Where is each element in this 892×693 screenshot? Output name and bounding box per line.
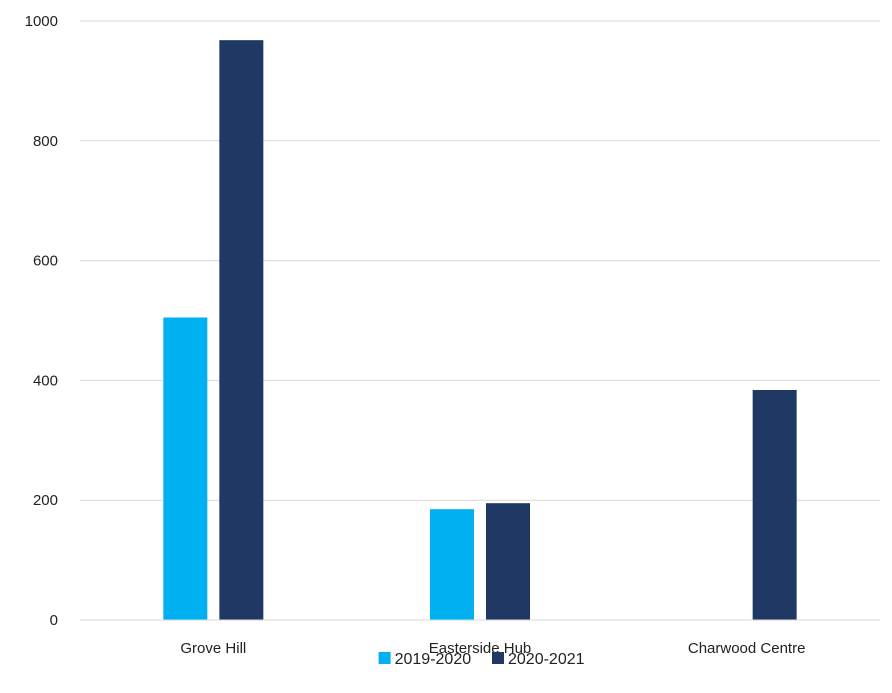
bars [163,40,797,621]
legend: 2019-2020 2020-2021 [378,651,585,668]
y-tick-label: 600 [33,253,58,270]
y-tick-label: 1000 [25,13,58,30]
category-labels: Grove Hill Easterside Hub Charwood Centre [180,640,805,657]
y-tick-label: 200 [33,492,58,509]
y-tick-label: 800 [33,133,58,150]
bar-2019-2020-grove-hill [163,317,208,620]
bar-2019-2020-easterside-hub [430,509,474,620]
gridlines [80,20,880,501]
legend-label: 2020-2021 [508,651,585,668]
legend-swatch [492,652,504,664]
bar-2020-2021-easterside-hub [486,503,530,620]
legend-item-2020-2021: 2020-2021 [492,651,585,668]
category-label: Charwood Centre [688,640,806,657]
y-axis-tick-labels: 0 200 400 600 800 1000 [25,13,58,629]
legend-item-2019-2020: 2019-2020 [378,651,472,668]
legend-swatch [378,652,391,664]
category-label: Easterside Hub [429,640,532,657]
bar-2020-2021-grove-hill [219,40,264,621]
legend-label: 2019-2020 [395,651,472,668]
category-label: Grove Hill [180,640,246,657]
bar-2020-2021-charwood-centre [752,389,797,620]
y-tick-label: 400 [33,372,58,389]
y-tick-label: 0 [50,612,58,629]
